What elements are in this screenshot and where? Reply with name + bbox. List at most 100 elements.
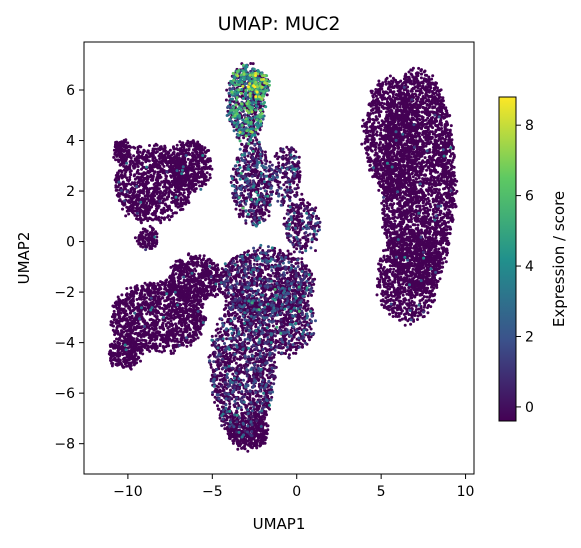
scatter-point — [399, 217, 403, 221]
scatter-point — [413, 262, 417, 266]
scatter-point — [428, 84, 432, 88]
scatter-point — [415, 124, 419, 128]
scatter-point — [414, 248, 418, 252]
scatter-point — [420, 162, 423, 166]
scatter-point — [384, 290, 388, 294]
scatter-point — [385, 241, 389, 245]
scatter-point — [389, 233, 392, 237]
scatter-point — [428, 232, 431, 236]
scatter-point — [391, 315, 395, 318]
scatter-point — [434, 267, 438, 270]
scatter-point — [403, 323, 407, 327]
scatter-point — [409, 121, 413, 124]
scatter-point — [403, 168, 407, 172]
scatter-point — [388, 258, 392, 262]
scatter-point — [439, 178, 443, 182]
scatter-point — [374, 94, 378, 98]
scatter-point — [387, 275, 391, 279]
scatter-point — [437, 242, 441, 246]
scatter-point — [427, 212, 431, 216]
scatter-point — [427, 244, 431, 247]
scatter-point — [427, 99, 431, 103]
scatter-point — [371, 118, 375, 121]
scatter-point — [368, 120, 371, 124]
scatter-point — [398, 204, 402, 208]
scatter-point — [360, 142, 364, 146]
scatter-point — [386, 199, 390, 202]
scatter-point — [368, 156, 372, 160]
scatter-point — [446, 251, 449, 255]
scatter-point — [424, 246, 428, 250]
scatter-point — [421, 159, 425, 163]
scatter-point — [385, 191, 389, 195]
scatter-point — [403, 172, 407, 176]
scatter-point — [394, 93, 398, 97]
scatter-point — [418, 118, 422, 122]
scatter-point — [420, 115, 424, 119]
scatter-point — [396, 315, 400, 318]
scatter-point — [388, 145, 392, 149]
scatter-point — [368, 146, 372, 150]
scatter-point — [417, 195, 421, 199]
scatter-point — [448, 210, 452, 214]
scatter-point — [365, 128, 368, 132]
scatter-point — [415, 118, 418, 122]
scatter-point — [445, 213, 449, 217]
scatter-point — [418, 93, 421, 97]
scatter-point — [402, 252, 406, 256]
scatter-point — [389, 252, 393, 256]
scatter-point — [453, 183, 457, 187]
scatter-point — [390, 110, 394, 114]
scatter-point — [370, 91, 374, 95]
scatter-point — [423, 135, 427, 139]
scatter-point — [438, 158, 442, 162]
scatter-point — [413, 218, 417, 222]
scatter-point — [377, 79, 381, 83]
scatter-point — [387, 308, 391, 312]
scatter-point — [427, 291, 431, 295]
scatter-point — [387, 122, 391, 126]
scatter-point — [419, 72, 423, 76]
scatter-point — [419, 171, 423, 175]
scatter-point — [418, 131, 421, 135]
scatter-point — [393, 143, 396, 147]
scatter-point — [427, 75, 431, 79]
scatter-point — [404, 107, 408, 111]
scatter-point — [381, 299, 385, 303]
scatter-point — [406, 89, 410, 93]
scatter-point — [448, 225, 452, 229]
scatter-point — [447, 242, 451, 246]
scatter-point — [430, 136, 434, 140]
scatter-point — [404, 73, 408, 77]
scatter-point — [375, 164, 379, 168]
scatter-point — [436, 256, 440, 259]
scatter-point — [420, 140, 424, 144]
scatter-point — [441, 248, 445, 252]
scatter-point — [401, 100, 405, 104]
scatter-point — [401, 205, 405, 209]
scatter-point — [430, 90, 434, 93]
scatter-point — [404, 276, 408, 280]
scatter-point — [437, 163, 441, 167]
scatter-point — [423, 216, 427, 220]
scatter-point — [430, 190, 434, 194]
scatter-point — [427, 272, 431, 276]
scatter-point — [434, 236, 438, 240]
scatter-point — [416, 106, 420, 110]
scatter-point — [420, 110, 424, 114]
scatter-point — [401, 245, 405, 249]
scatter-point — [443, 141, 447, 145]
scatter-point — [442, 103, 446, 107]
scatter-point — [431, 100, 435, 104]
scatter-point — [443, 207, 447, 210]
scatter-point — [426, 116, 430, 120]
scatter-point — [382, 147, 386, 150]
scatter-point — [365, 126, 369, 129]
scatter-point — [413, 186, 417, 190]
scatter-point — [416, 89, 420, 93]
scatter-point — [381, 216, 385, 220]
scatter-point — [435, 133, 439, 137]
scatter-point — [439, 195, 443, 199]
scatter-point — [384, 82, 388, 86]
scatter-point — [428, 278, 432, 282]
